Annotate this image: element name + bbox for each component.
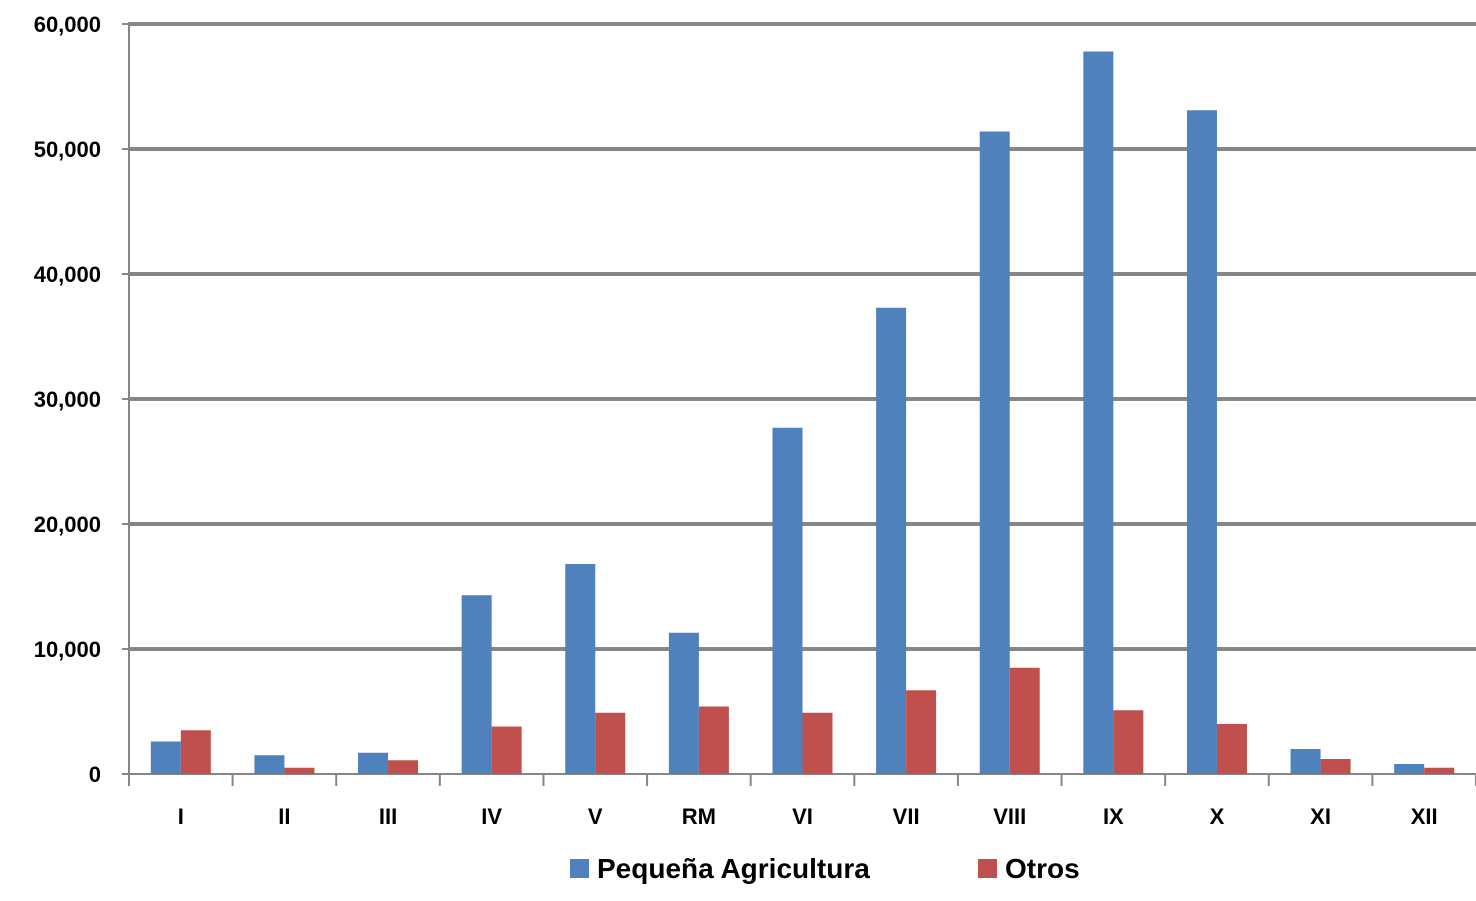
bar-peque-a-agricultura-iii xyxy=(358,752,389,774)
bar-otros-vi xyxy=(802,712,833,774)
bar-otros-ii xyxy=(284,767,315,774)
y-tick-labels: 0 10,000 20,000 30,000 40,000 50,000 60,000 xyxy=(34,12,101,787)
bar-peque-a-agricultura-vii xyxy=(876,307,907,774)
x-tick-label: III xyxy=(379,804,397,829)
x-tick-label: I xyxy=(178,804,184,829)
bar-otros-xi xyxy=(1320,759,1351,774)
y-tick-label: 10,000 xyxy=(34,637,101,662)
x-tick-label: IV xyxy=(481,804,502,829)
bar-otros-iii xyxy=(388,760,419,774)
bar-peque-a-agricultura-x xyxy=(1186,110,1217,774)
y-tick-label: 20,000 xyxy=(34,512,101,537)
x-tick-label: RM xyxy=(682,804,716,829)
bar-peque-a-agricultura-ix xyxy=(1083,51,1114,774)
bar-peque-a-agricultura-vi xyxy=(772,427,803,774)
gridlines xyxy=(129,22,1476,651)
x-tick-labels: I II III IV V RM VI VII VIII IX X XI XII xyxy=(178,804,1438,829)
legend-swatch xyxy=(978,859,997,878)
bar-otros-rm xyxy=(698,706,729,774)
bar-otros-i xyxy=(180,730,211,774)
y-tick-label: 40,000 xyxy=(34,262,101,287)
legend-label: Pequeña Agricultura xyxy=(597,853,870,884)
bar-peque-a-agricultura-xi xyxy=(1290,749,1321,774)
y-tick-label: 50,000 xyxy=(34,137,101,162)
legend: Pequeña Agricultura Otros xyxy=(570,853,1080,884)
x-tick-label: VIII xyxy=(993,804,1026,829)
y-tick-label: 30,000 xyxy=(34,387,101,412)
bar-otros-viii xyxy=(1009,667,1040,774)
bar-otros-vii xyxy=(906,690,937,774)
bar-peque-a-agricultura-iv xyxy=(461,595,492,774)
x-tick-label: IX xyxy=(1103,804,1124,829)
bar-otros-xii xyxy=(1424,767,1455,774)
x-tick-label: XII xyxy=(1411,804,1438,829)
bar-peque-a-agricultura-xii xyxy=(1394,764,1425,774)
bar-otros-x xyxy=(1216,724,1247,774)
bar-peque-a-agricultura-v xyxy=(565,564,596,774)
x-tick-label: VII xyxy=(893,804,920,829)
bar-otros-v xyxy=(595,712,626,774)
bar-peque-a-agricultura-i xyxy=(150,741,181,774)
bar-peque-a-agricultura-viii xyxy=(979,131,1010,774)
y-tick-label: 0 xyxy=(89,762,101,787)
bar-peque-a-agricultura-ii xyxy=(254,755,285,774)
x-tick-label: X xyxy=(1210,804,1225,829)
x-tick-label: V xyxy=(588,804,603,829)
legend-swatch xyxy=(570,859,589,878)
y-tick-label: 60,000 xyxy=(34,12,101,37)
bars xyxy=(150,51,1455,774)
bar-peque-a-agricultura-rm xyxy=(668,632,699,774)
x-tick-label: II xyxy=(278,804,290,829)
legend-label: Otros xyxy=(1005,853,1080,884)
bar-otros-iv xyxy=(491,726,522,774)
x-tick-label: VI xyxy=(792,804,813,829)
bar-otros-ix xyxy=(1113,710,1144,774)
x-tick-label: XI xyxy=(1310,804,1331,829)
